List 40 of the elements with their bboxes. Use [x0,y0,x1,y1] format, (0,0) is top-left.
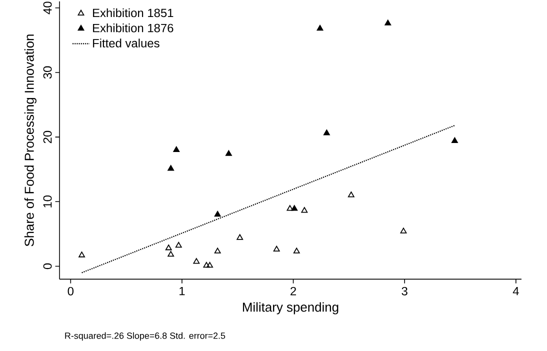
legend-label: Exhibition 1851 [93,8,174,17]
legend-label: Exhibition 1876 [93,23,174,32]
text: R-squared=.26 Slope=6.8 Std. error=2.5 [65,332,226,340]
point [236,234,244,240]
x-tick-label: 1 [180,286,185,295]
point [400,228,407,234]
y-axis-title: Share of Food Processing Innovation [24,34,36,246]
point [301,206,308,213]
x-tick-label: 0 [68,286,74,296]
point [451,137,458,143]
point [173,146,180,152]
point [348,191,354,198]
y-tick-label: 40 [43,1,52,14]
y-tick-label: 10 [43,195,52,208]
point [384,20,392,26]
point [193,258,200,264]
y-tick-label: 30 [43,66,52,78]
x-axis-title: Military spending [242,302,338,314]
point [175,242,182,248]
point [273,246,280,252]
point [316,24,324,30]
point [323,129,330,136]
point [206,262,214,268]
y-tick-label: 0 [43,263,52,269]
point [286,204,294,211]
point [203,262,210,268]
y-tick-label: 20 [43,130,52,143]
point [165,244,172,250]
point [78,251,85,258]
point [168,250,174,256]
x-tick-label: 3 [402,286,408,296]
point [226,150,232,156]
x-tick-label: 4 [512,286,519,295]
point [168,164,174,171]
point [214,210,221,216]
point [291,204,298,211]
legend-label: Fitted values [93,38,160,48]
x-tick-label: 2 [290,286,296,296]
point [293,248,300,254]
point [214,248,221,254]
